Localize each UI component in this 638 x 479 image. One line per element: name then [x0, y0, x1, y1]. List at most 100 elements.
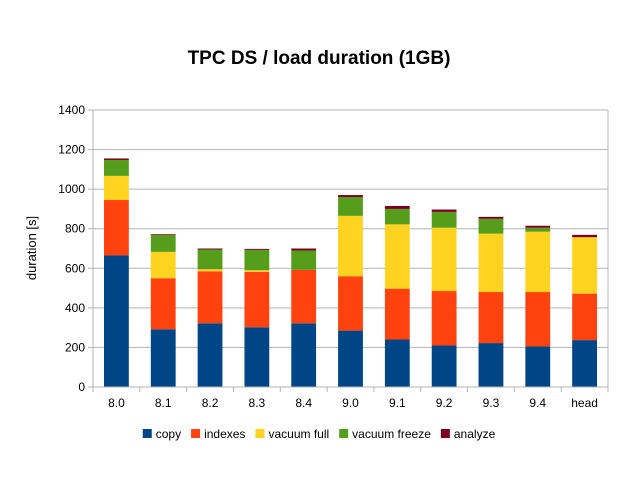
bar-analyze-8.0 [104, 158, 129, 161]
x-tick-label: 9.4 [529, 396, 546, 410]
bar-copy-head [572, 340, 597, 387]
legend-label: vacuum full [268, 427, 329, 441]
x-tick-label: 8.1 [155, 396, 172, 410]
bar-vacuum-freeze-8.4 [291, 250, 317, 270]
y-tick-label: 1400 [58, 103, 85, 117]
bar-stack-8.4 [291, 248, 317, 387]
legend-label: indexes [204, 427, 245, 441]
x-tick-label: 8.4 [295, 396, 312, 410]
bar-vacuum-full-9.2 [431, 227, 457, 292]
bar-copy-8.1 [150, 329, 176, 387]
y-tick-label: 1000 [58, 182, 85, 196]
bar-indexes-8.0 [104, 200, 129, 256]
legend-swatch [191, 429, 201, 438]
bar-indexes-head [572, 293, 597, 341]
legend-item-copy: copy [142, 427, 181, 441]
bar-copy-9.1 [384, 339, 410, 387]
bar-analyze-8.3 [244, 248, 270, 250]
bar-vacuum-freeze-8.3 [244, 249, 270, 271]
legend-swatch [440, 429, 450, 438]
y-axis-label: duration [s] [24, 216, 39, 280]
bar-vacuum-freeze-9.4 [525, 227, 551, 232]
legend-label: vacuum freeze [352, 427, 431, 441]
bar-vacuum-freeze-9.3 [478, 218, 504, 234]
y-axis: 0 200 400 600 800 1000 1200 1400 [58, 103, 94, 394]
bar-vacuum-full-8.2 [197, 269, 223, 272]
bar-copy-8.3 [244, 327, 270, 387]
x-tick-label: 9.3 [483, 396, 500, 410]
bar-copy-9.3 [478, 343, 504, 387]
y-tick-label: 600 [65, 261, 85, 275]
legend-swatch [255, 429, 265, 438]
bar-copy-8.0 [104, 255, 129, 387]
bar-vacuum-full-9.0 [338, 215, 363, 277]
bar-indexes-8.3 [244, 271, 270, 328]
bar-vacuum-freeze-9.2 [431, 211, 457, 228]
bar-vacuum-full-9.1 [384, 224, 410, 289]
bar-vacuum-full-9.3 [478, 233, 504, 293]
bar-vacuum-full-8.1 [150, 251, 176, 279]
bar-analyze-head [572, 234, 597, 238]
bar-stack-9.1 [384, 205, 410, 387]
legend-item-indexes: indexes [191, 427, 245, 441]
bar-stack-8.3 [244, 248, 270, 387]
legend-label: copy [156, 427, 181, 441]
x-tick-label: 9.0 [342, 396, 359, 410]
legend-item-analyze: analyze [440, 427, 496, 441]
x-tick-label: head [571, 396, 598, 410]
bar-analyze-9.4 [525, 225, 551, 228]
bar-analyze-9.1 [384, 205, 410, 209]
bar-stack-8.2 [197, 248, 223, 387]
bar-vacuum-freeze-9.1 [384, 208, 410, 225]
bar-copy-8.4 [291, 323, 317, 387]
legend-item-vacuum-freeze: vacuum freeze [339, 427, 431, 441]
bar-stack-8.1 [150, 234, 176, 387]
bar-vacuum-full-head [572, 237, 597, 294]
y-tick-label: 400 [65, 301, 85, 315]
bar-vacuum-freeze-8.1 [150, 235, 176, 252]
bar-indexes-8.2 [197, 271, 223, 324]
bar-vacuum-freeze-8.2 [197, 249, 223, 270]
bar-indexes-8.1 [150, 278, 176, 330]
bar-analyze-9.0 [338, 195, 363, 198]
bar-analyze-9.2 [431, 209, 457, 212]
x-tick-label: 8.0 [108, 396, 125, 410]
bar-analyze-9.3 [478, 216, 504, 219]
bar-indexes-9.2 [431, 291, 457, 346]
bar-vacuum-full-8.3 [244, 270, 270, 272]
bar-vacuum-freeze-8.0 [104, 160, 129, 176]
bar-vacuum-full-9.4 [525, 231, 551, 293]
y-tick-label: 1200 [58, 143, 85, 157]
bar-copy-8.2 [197, 323, 223, 387]
bar-indexes-9.0 [338, 276, 363, 331]
bar-indexes-8.4 [291, 269, 317, 324]
x-axis: 8.0 8.1 8.2 8.3 8.4 9.0 9.1 9.2 9.3 9.4 head [92, 386, 609, 410]
bar-stack-head [572, 234, 597, 387]
bar-vacuum-freeze-9.0 [338, 197, 363, 216]
x-tick-label: 9.2 [436, 396, 453, 410]
bar-indexes-9.3 [478, 292, 504, 344]
legend: copy indexes vacuum full vacuum freeze analy… [142, 427, 496, 441]
bar-vacuum-full-8.0 [104, 175, 129, 201]
x-tick-label: 8.3 [249, 396, 266, 410]
bar-copy-9.2 [431, 345, 457, 387]
bars [104, 158, 597, 387]
bar-copy-9.0 [338, 330, 363, 387]
bar-stack-9.4 [525, 225, 551, 387]
x-tick-label: 8.2 [202, 396, 219, 410]
bar-indexes-9.4 [525, 292, 551, 347]
chart-title: TPC DS / load duration (1GB) [188, 48, 451, 69]
bar-stack-9.2 [431, 209, 457, 387]
bar-stack-8.0 [104, 158, 129, 387]
y-tick-label: 800 [65, 222, 85, 236]
bar-copy-9.4 [525, 346, 551, 387]
bar-indexes-9.1 [384, 288, 410, 340]
bar-stack-9.3 [478, 216, 504, 387]
bar-analyze-8.1 [150, 234, 176, 236]
bar-analyze-8.4 [291, 248, 317, 251]
legend-item-vacuum-full: vacuum full [255, 427, 329, 441]
bar-stack-9.0 [338, 195, 363, 387]
y-tick-label: 200 [65, 340, 85, 354]
legend-swatch [142, 429, 152, 438]
